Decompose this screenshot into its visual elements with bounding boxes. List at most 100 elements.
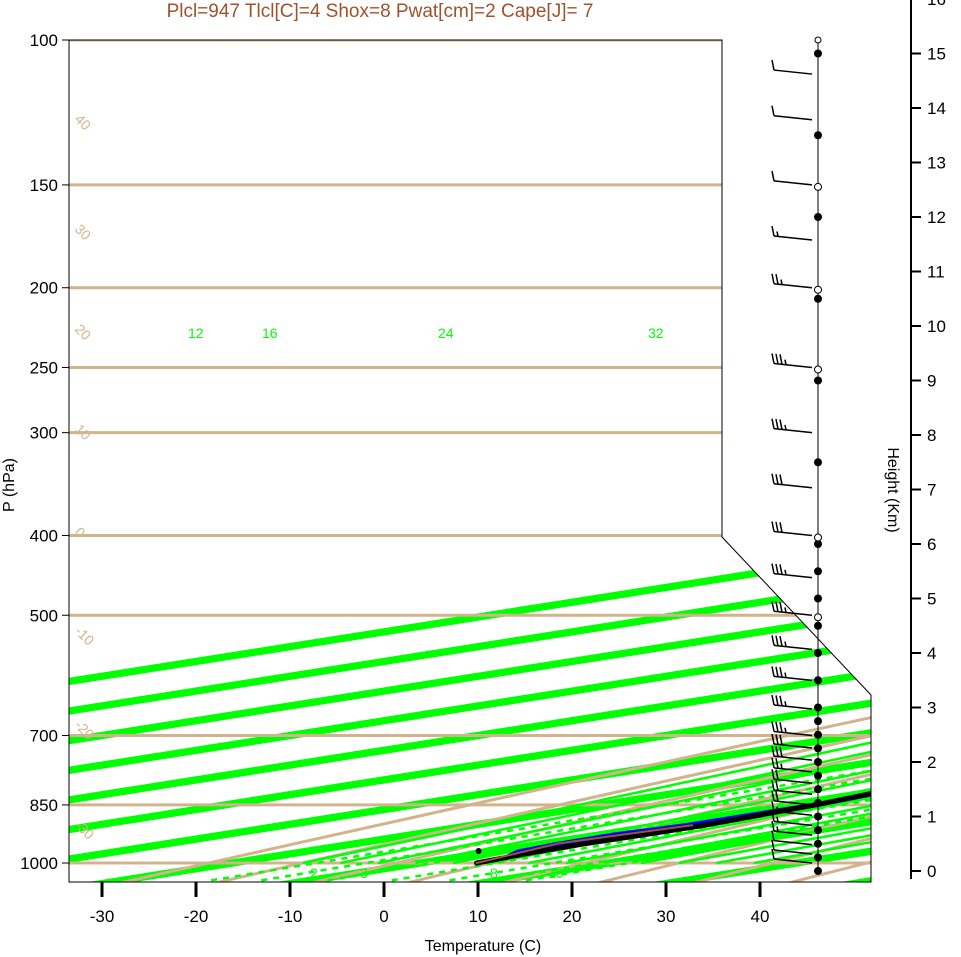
wind-barb-flag <box>771 830 775 841</box>
height-tick-label: 2 <box>927 753 936 772</box>
isotherm-band <box>69 40 871 882</box>
height-dot <box>814 621 822 630</box>
height-dot <box>814 49 822 58</box>
wind-barb-shaft <box>773 767 813 773</box>
wind-barb <box>771 59 813 75</box>
moist-adiabat <box>340 286 871 865</box>
pressure-tick-label: 700 <box>30 727 58 746</box>
height-tick-label: 4 <box>927 644 936 663</box>
wind-barb-shaft <box>773 235 813 241</box>
mixing-ratio-label: 10 <box>548 865 564 881</box>
isotherm-label: 30 <box>72 221 94 243</box>
wind-barb-shaft <box>773 743 813 749</box>
temperature-axis: -30 -20 -10 0 10 20 30 40 <box>69 881 871 926</box>
wind-barb-flag <box>775 521 779 533</box>
wind-barb-flag <box>779 564 783 575</box>
temperature-tick-label: -20 <box>184 907 209 926</box>
wind-barb-flag <box>779 601 783 613</box>
isotherm-label: 10 <box>747 540 769 562</box>
mixing-ratio-label: 2 <box>310 865 318 881</box>
temperature-tick-label: 30 <box>657 907 676 926</box>
isotherm-label: 30 <box>718 123 740 145</box>
wind-barb-flag <box>771 733 775 745</box>
wind-barb-flag <box>771 757 775 769</box>
height-dot <box>814 744 822 753</box>
mixing-ratio-line <box>491 679 871 882</box>
wind-barb-flag <box>775 746 779 757</box>
height-dot <box>814 730 822 739</box>
wind-barb-flag <box>771 820 775 832</box>
height-tick-label: 14 <box>927 99 946 118</box>
wind-barb <box>771 521 813 537</box>
height-axis-title: Height (Km) <box>884 447 901 532</box>
mixing-ratio-line <box>261 679 871 882</box>
wind-barb-flag <box>775 791 779 802</box>
wind-barb-flag <box>775 474 779 485</box>
wind-barb <box>771 830 813 846</box>
temperature-tick-label: 40 <box>751 907 770 926</box>
moist-adiabat <box>415 286 871 865</box>
wind-barb <box>771 757 813 773</box>
height-dot <box>814 853 822 862</box>
wind-barb-flag <box>779 746 783 758</box>
height-tick-label: 3 <box>927 699 936 718</box>
wind-barb-half <box>776 806 779 812</box>
isotherm-band <box>69 40 871 882</box>
wind-barb-flag <box>771 848 775 860</box>
pressure-tick-label: 200 <box>30 279 58 298</box>
height-tick-label: 10 <box>927 317 946 336</box>
wind-barb-shaft <box>773 800 813 806</box>
dry-adiabats <box>69 40 871 882</box>
height-dot <box>814 376 822 385</box>
wind-barb-shaft <box>773 483 813 489</box>
height-dot <box>814 867 822 875</box>
wind-barb <box>771 635 813 651</box>
wind-barb-flag <box>775 758 779 769</box>
pressure-tick-label: 250 <box>30 359 58 378</box>
isotherm-label: -10 <box>72 623 98 649</box>
wind-barb-shaft <box>773 778 813 784</box>
height-tick-label: 12 <box>927 208 946 227</box>
wind-barb-flag <box>771 473 775 484</box>
height-tick-label: 8 <box>927 426 936 445</box>
pressure-tick-label: 150 <box>30 176 58 195</box>
temperature-tick-label: 20 <box>563 907 582 926</box>
dry-adiabat <box>444 40 871 882</box>
isotherm-band <box>69 40 871 882</box>
level-marker <box>814 36 822 44</box>
wind-barb-flag <box>775 353 779 365</box>
wind-barb-flag <box>775 780 779 791</box>
wind-barb <box>771 473 813 489</box>
wind-barb-flag <box>771 418 775 429</box>
wind-barb <box>771 820 813 836</box>
wind-barb-shaft <box>773 820 813 827</box>
wind-barb-flag <box>775 274 779 285</box>
height-tick-label: 0 <box>927 862 936 881</box>
wind-barb-shaft <box>773 644 813 651</box>
isotherm-label: 20 <box>72 321 94 343</box>
mixing-ratio-label: 16 <box>262 325 278 341</box>
wind-barb-shaft <box>773 755 813 761</box>
wind-barb-flag <box>771 666 775 677</box>
wind-barb-flag <box>771 746 775 757</box>
wind-barb-half <box>784 569 787 575</box>
height-dot <box>814 676 822 685</box>
height-tick-label: 11 <box>927 263 945 282</box>
wind-barb <box>771 418 813 434</box>
wind-barb-flag <box>779 734 783 746</box>
wind-barb-shaft <box>773 180 813 186</box>
wind-barb-shaft <box>773 789 813 795</box>
wind-barb-shaft <box>773 530 813 537</box>
wind-barb-flag <box>779 635 783 647</box>
height-dot <box>814 771 822 780</box>
wind-profile <box>771 36 822 875</box>
wind-barb-half <box>776 826 779 832</box>
wind-barb <box>771 733 813 749</box>
pressure-tick-label: 300 <box>30 424 58 443</box>
wind-barb-flag <box>775 721 779 733</box>
wind-barb-flag <box>775 601 779 612</box>
height-dot <box>814 458 822 467</box>
wind-barb-flag <box>771 59 775 71</box>
wind-barb-shaft <box>773 362 813 369</box>
